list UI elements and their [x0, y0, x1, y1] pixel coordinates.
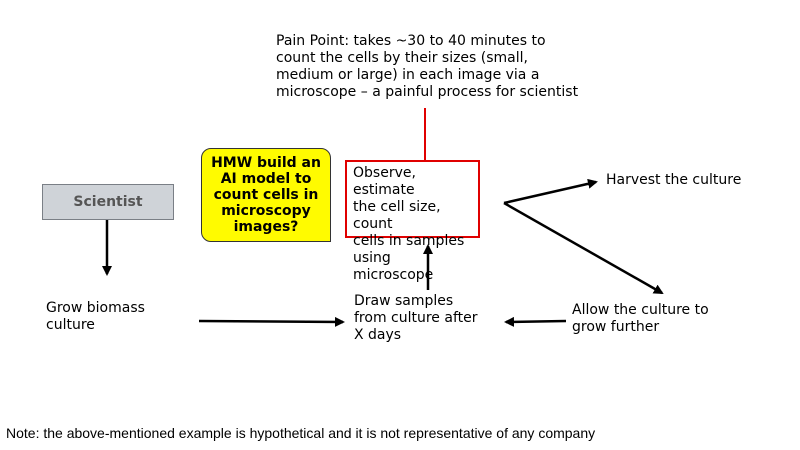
harvest-label: Harvest the culture [606, 172, 742, 188]
arrow-grow-to-draw [198, 316, 345, 327]
allow-label: Allow the culture to grow further [572, 302, 709, 335]
footnote: Note: the above-mentioned example is hyp… [6, 425, 596, 441]
scientist-box: Scientist [42, 184, 174, 220]
arrow-observe-to-allow [503, 201, 664, 295]
draw-samples-label: Draw samples from culture after X days [354, 293, 478, 343]
arrow-observe-to-harvest [503, 178, 598, 205]
observe-box: Observe, estimate the cell size, count c… [345, 160, 480, 283]
arrow-allow-to-draw [504, 316, 567, 327]
pain-point-text: Pain Point: takes ~30 to 40 minutes to c… [276, 33, 579, 100]
hmw-callout: HMW build an AI model to count cells in … [201, 148, 331, 242]
grow-label: Grow biomass culture [46, 300, 145, 333]
